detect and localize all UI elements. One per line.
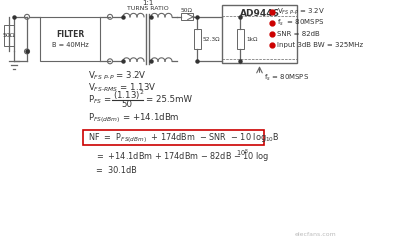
Text: TURNS RATIO: TURNS RATIO xyxy=(126,7,168,11)
Text: AD9446: AD9446 xyxy=(239,9,279,18)
Text: P$_{FS(dBm)}$ = +14.1dBm: P$_{FS(dBm)}$ = +14.1dBm xyxy=(88,111,180,124)
Text: 50: 50 xyxy=(121,100,132,109)
Text: P$_{FS}$ =: P$_{FS}$ = xyxy=(88,93,112,106)
Text: NF  =  P$_{FS(dBm)}$  + 174dBm  $-$ SNR  $-$ 10 log$_{10}$B: NF = P$_{FS(dBm)}$ + 174dBm $-$ SNR $-$ … xyxy=(88,131,280,145)
Bar xyxy=(236,29,244,49)
Text: =  30.1dB: = 30.1dB xyxy=(96,167,137,175)
Bar xyxy=(181,13,193,20)
Text: 50Ω: 50Ω xyxy=(181,8,193,13)
Text: V$_{FS\ P\text{-}P}$ = 3.2V: V$_{FS\ P\text{-}P}$ = 3.2V xyxy=(277,7,325,17)
Text: V$_{FS\ P\text{-}P}$ = 3.2V: V$_{FS\ P\text{-}P}$ = 3.2V xyxy=(88,70,147,82)
Text: f$_s$  = 80MSPS: f$_s$ = 80MSPS xyxy=(277,18,325,28)
Bar xyxy=(40,17,100,61)
Text: f$_s$ = 80MSPS: f$_s$ = 80MSPS xyxy=(263,73,309,83)
Text: FILTER: FILTER xyxy=(56,30,84,39)
FancyBboxPatch shape xyxy=(82,130,263,145)
Text: 10$^8$: 10$^8$ xyxy=(236,148,249,160)
Text: = 25.5mW: = 25.5mW xyxy=(146,95,192,104)
Text: 50Ω: 50Ω xyxy=(3,33,15,38)
Text: SNR = 82dB: SNR = 82dB xyxy=(277,31,320,37)
Text: 52.3Ω: 52.3Ω xyxy=(203,37,220,42)
Text: =  +14.1dBm + 174dBm $-$ 82dB $-$ 10 log: = +14.1dBm + 174dBm $-$ 82dB $-$ 10 log xyxy=(96,150,269,163)
Bar xyxy=(222,5,297,63)
Bar xyxy=(194,29,200,49)
Text: V$_{FS\text{-}RMS}$ = 1.13V: V$_{FS\text{-}RMS}$ = 1.13V xyxy=(88,82,157,94)
Text: elecfans.com: elecfans.com xyxy=(295,232,337,237)
Text: Input 3dB BW = 325MHz: Input 3dB BW = 325MHz xyxy=(277,42,363,47)
Bar xyxy=(4,25,14,46)
Text: 1:1: 1:1 xyxy=(142,0,153,6)
Text: (1.13)$^2$: (1.13)$^2$ xyxy=(113,88,144,102)
Text: B = 40MHz: B = 40MHz xyxy=(52,42,88,48)
Text: 1kΩ: 1kΩ xyxy=(246,37,257,42)
